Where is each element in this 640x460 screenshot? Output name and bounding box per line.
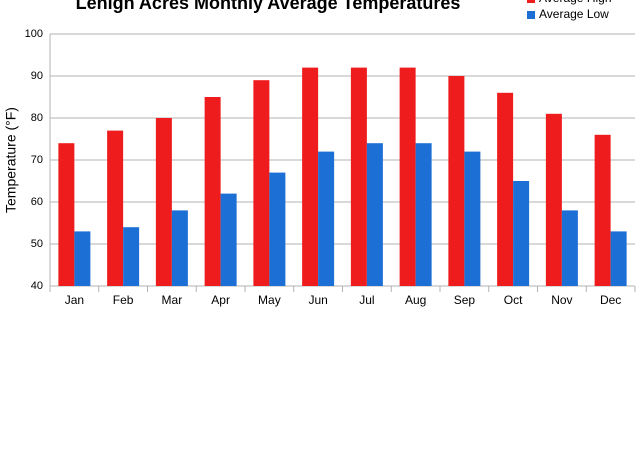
bar xyxy=(123,227,140,286)
x-tick-label: Mar xyxy=(162,293,183,307)
bar xyxy=(464,151,481,286)
bar xyxy=(448,76,465,286)
bar xyxy=(155,118,172,286)
x-tick-label: Oct xyxy=(504,293,523,307)
y-tick-label: 90 xyxy=(31,70,43,82)
y-tick-label: 40 xyxy=(31,280,43,292)
x-tick-label: Apr xyxy=(211,293,230,307)
bar xyxy=(220,193,237,286)
bar xyxy=(302,67,319,286)
bar xyxy=(399,67,416,286)
x-tick-label: Sep xyxy=(454,293,476,307)
bar xyxy=(253,80,270,286)
y-tick-label: 100 xyxy=(25,28,43,40)
x-tick-label: May xyxy=(258,293,281,307)
y-tick-label: 80 xyxy=(31,112,43,124)
x-tick-label: Jul xyxy=(359,293,374,307)
y-tick-label: 60 xyxy=(31,196,43,208)
x-tick-label: Aug xyxy=(405,293,426,307)
y-tick-label: 70 xyxy=(31,154,43,166)
legend-label: Average Low xyxy=(539,7,609,21)
x-tick-label: Feb xyxy=(113,293,134,307)
x-tick-label: Dec xyxy=(600,293,621,307)
bar xyxy=(561,210,578,286)
y-tick-label: 50 xyxy=(31,238,43,250)
x-tick-label: Nov xyxy=(551,293,572,307)
bar xyxy=(269,172,286,286)
bar xyxy=(366,143,383,286)
x-tick-label: Jan xyxy=(65,293,84,307)
bar xyxy=(107,130,124,286)
x-tick-label: Jun xyxy=(308,293,327,307)
legend-swatch xyxy=(527,0,535,3)
bar xyxy=(415,143,432,286)
bar xyxy=(171,210,188,286)
bar xyxy=(204,97,221,286)
legend-swatch xyxy=(527,11,535,19)
chart-title: Lehigh Acres Monthly Average Temperature… xyxy=(76,0,461,13)
bar xyxy=(497,92,514,286)
bar xyxy=(545,113,562,286)
bar xyxy=(318,151,335,286)
bar xyxy=(594,134,611,286)
bar xyxy=(350,67,367,286)
legend-label: Average High xyxy=(539,0,612,5)
bar xyxy=(74,231,91,286)
bar xyxy=(513,181,530,286)
bar xyxy=(610,231,627,286)
y-axis-label: Temperature (°F) xyxy=(3,107,19,213)
bar xyxy=(58,143,75,286)
